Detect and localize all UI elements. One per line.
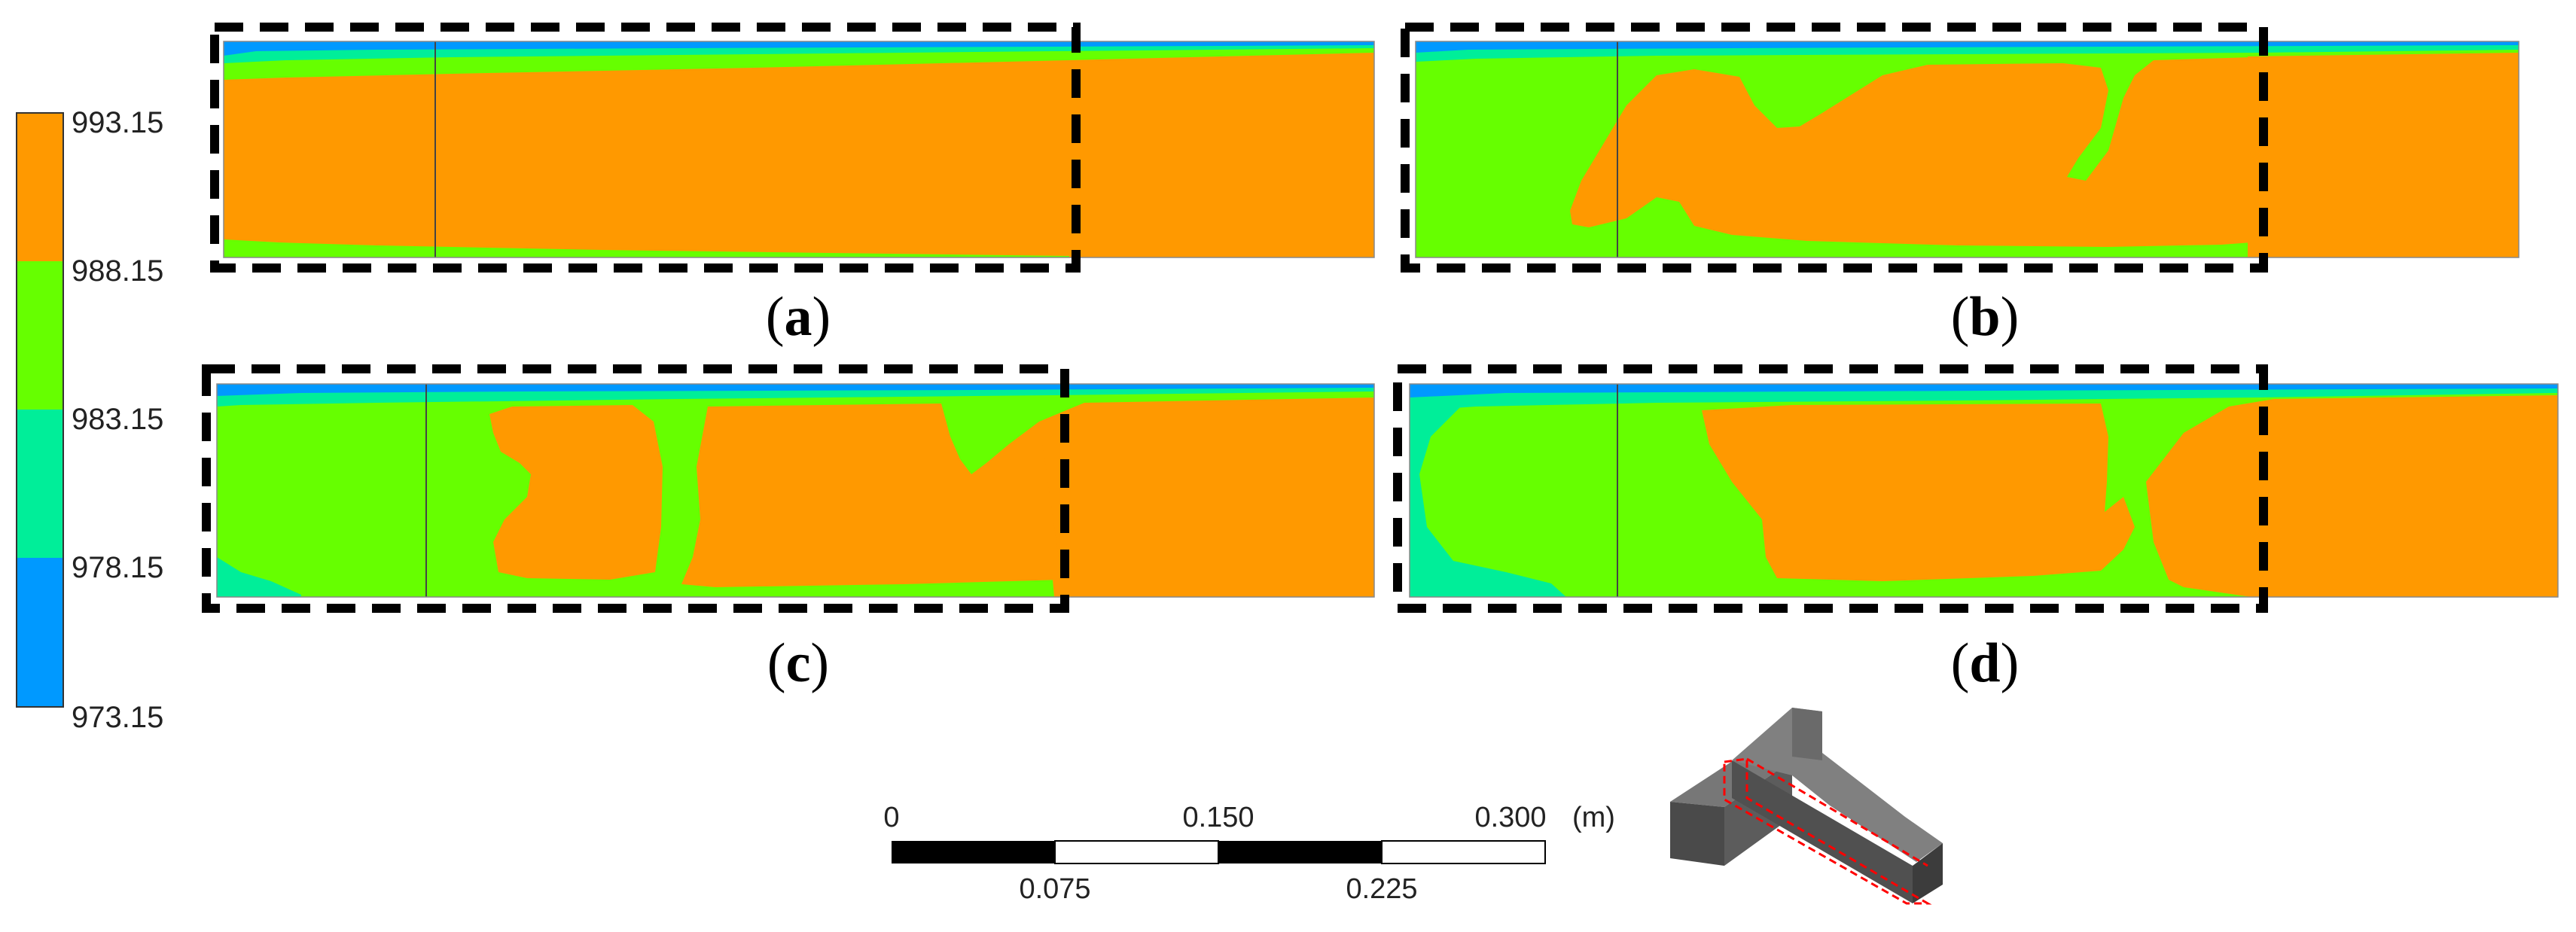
geometry-top-face — [1670, 757, 1792, 807]
contour-orange-left-blob — [489, 405, 663, 580]
scale-segment-white — [1054, 840, 1219, 864]
domain-outline — [1409, 383, 2559, 598]
legend-frame — [16, 112, 64, 708]
scale-segment-white — [1381, 840, 1546, 864]
temperature-legend: 993.15 988.15 983.15 978.15 973.15 — [16, 106, 163, 734]
contour-panel-a — [210, 23, 1375, 273]
contour-orange-blob — [1570, 57, 2251, 247]
contour-orange-right — [1039, 397, 1374, 597]
geometry-arm-end — [1913, 843, 1943, 903]
contour-blue-layer — [1416, 41, 2519, 53]
highlight-section-outline — [1723, 757, 1932, 905]
contour-blue-layer — [224, 41, 1374, 56]
scale-label-top: 0 — [883, 802, 899, 833]
panel-label-c: (c) — [767, 632, 829, 694]
contour-panel-c — [202, 364, 1375, 613]
scale-label-bottom: 0.225 — [1346, 873, 1417, 905]
legend-tick-label: 978.15 — [72, 551, 163, 584]
geometry-arm-top — [1732, 708, 1943, 862]
contour-orange-middle — [681, 404, 1062, 587]
domain-background — [224, 41, 1374, 257]
contour-orange-right — [2248, 53, 2519, 257]
contour-blue-layer — [1410, 384, 2558, 397]
legend-band-blue — [17, 558, 63, 707]
panel-label-a: (a) — [766, 286, 831, 348]
domain-outline — [216, 383, 1375, 598]
region-dashed-box — [202, 364, 1069, 613]
scale-label-top: 0.150 — [1182, 802, 1254, 833]
region-dashed-box — [210, 23, 1081, 273]
legend-tick-label: 988.15 — [72, 254, 163, 288]
contour-orange-right — [2146, 395, 2558, 597]
scale-label-bottom: 0.075 — [1019, 873, 1090, 905]
legend-tick-label: 983.15 — [72, 403, 163, 436]
scale-label-top: 0.300 — [1474, 802, 1546, 833]
panel-label-d: (d) — [1951, 632, 2019, 694]
scale-bar: 0 0.150 0.300 (m) 0.075 0.225 — [883, 802, 1615, 905]
region-dashed-box — [1393, 364, 2268, 613]
legend-band-orange — [17, 113, 63, 261]
legend-band-green — [17, 261, 63, 410]
contour-blue-layer — [217, 384, 1374, 396]
contour-orange-middle — [1702, 404, 2135, 581]
region-dashed-box — [1401, 23, 2268, 273]
contour-teal-corner — [217, 557, 301, 597]
scale-unit: (m) — [1572, 802, 1615, 833]
highlight-section-line — [1746, 757, 1928, 867]
domain-outline — [1415, 41, 2520, 258]
domain-outline — [223, 41, 1375, 258]
panel-label-b: (b) — [1951, 286, 2019, 348]
geometry-arm-upper — [1792, 708, 1822, 760]
contour-panel-b — [1401, 23, 2520, 273]
legend-tick-label: 973.15 — [72, 701, 163, 734]
geometry-arm-side — [1732, 760, 1913, 903]
scale-segment-black — [892, 841, 1055, 863]
geometry-side-face — [1670, 802, 1724, 866]
t-junction-geometry-icon — [1670, 708, 1943, 905]
scale-segment-black — [1218, 841, 1382, 863]
legend-tick-label: 993.15 — [72, 106, 163, 139]
contour-teal-left — [1410, 407, 1566, 597]
contour-panel-d — [1393, 364, 2559, 613]
legend-band-teal — [17, 410, 63, 558]
